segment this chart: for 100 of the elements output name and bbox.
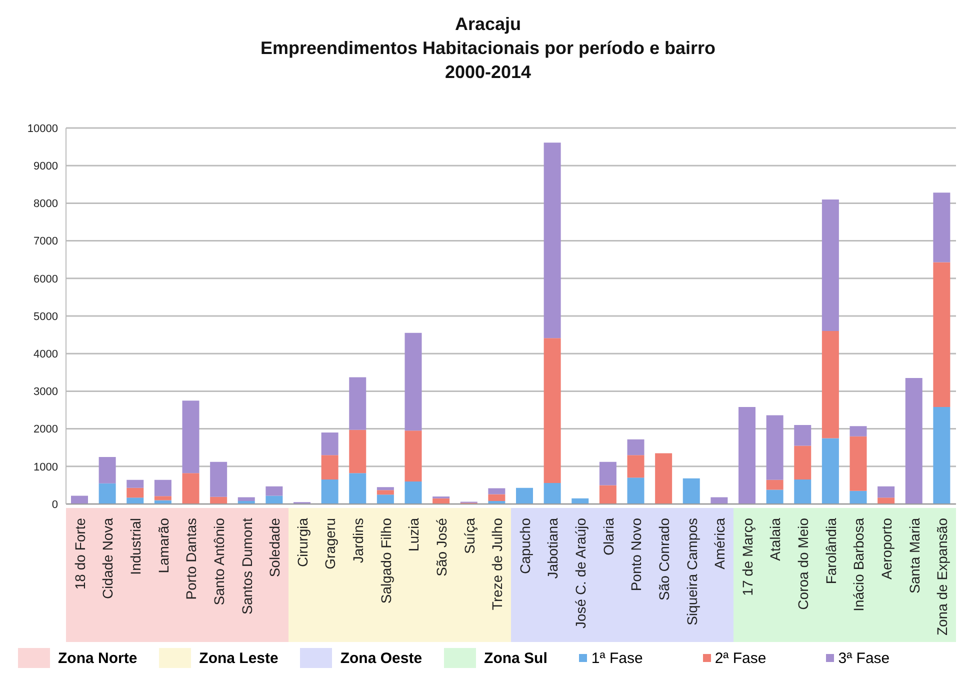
bar <box>210 462 228 497</box>
x-tick-label: Luzia <box>406 518 422 552</box>
y-tick-label: 7000 <box>34 236 58 248</box>
text: Zona Norte <box>58 650 138 666</box>
x-tick-label: Cidade Nova <box>100 518 116 599</box>
bar <box>655 453 672 504</box>
bar <box>738 406 756 504</box>
bar <box>933 406 950 504</box>
bar <box>599 462 616 486</box>
bar <box>154 480 172 496</box>
bar <box>349 430 366 474</box>
bar <box>404 332 422 431</box>
bar <box>488 488 506 494</box>
x-tick-label: Santa Maria <box>906 518 922 594</box>
x-tick-label: São José <box>433 518 450 576</box>
bar <box>404 430 422 482</box>
y-tick-label: 0 <box>52 498 58 511</box>
bar <box>794 425 812 446</box>
bar <box>210 496 228 504</box>
bar <box>905 378 922 504</box>
bar <box>376 490 394 495</box>
bar <box>627 455 644 478</box>
x-tick-label: 18 do Forte <box>72 518 88 590</box>
x-tick-label: Atalaia <box>767 518 784 561</box>
bar <box>933 262 950 407</box>
bar <box>376 487 394 490</box>
bar <box>126 498 144 504</box>
bar <box>154 496 172 500</box>
x-tick-label: Suíça <box>461 518 478 554</box>
y-tick-label: 4000 <box>34 348 58 361</box>
bar <box>238 497 255 501</box>
x-tick-label: Grageru <box>322 518 338 570</box>
x-tick-label: Coroa do Meio <box>795 518 812 610</box>
chart-title: Aracaju Empreendimentos Habitacionais por período e bairro 2000-2014 <box>259 13 717 84</box>
bar <box>488 494 506 501</box>
bar <box>376 494 394 504</box>
bar <box>794 446 812 480</box>
y-tick-label: 8000 <box>34 198 58 210</box>
bar <box>878 498 895 504</box>
bar <box>822 199 839 332</box>
x-tick-label: Soledade <box>266 518 283 578</box>
legend-label: 1ª Fase <box>591 650 643 666</box>
bar <box>182 473 200 504</box>
y-tick-label: 5000 <box>34 310 58 323</box>
bar <box>71 496 88 504</box>
legend-label: 2ª Fase <box>714 650 766 666</box>
x-tick-label: 17 de Março <box>739 518 756 596</box>
x-tick-label: Zona de Expansão <box>934 518 950 636</box>
bar <box>266 496 283 504</box>
bar <box>154 500 172 504</box>
x-tick-label: São Conrado <box>656 518 672 601</box>
bar <box>822 438 839 504</box>
bar <box>404 481 422 504</box>
bar <box>599 485 616 504</box>
legend-label: 3ª Fase <box>838 650 890 666</box>
x-tick-label: Siqueira Campos <box>684 518 700 626</box>
bar <box>98 483 116 504</box>
x-tick-label: Jabotiana <box>544 518 561 579</box>
x-tick-label: Olaria <box>600 518 616 556</box>
x-tick-label: Cirurgia <box>294 518 310 568</box>
bar <box>98 457 116 484</box>
bar <box>544 142 561 338</box>
x-tick-label: Treze de Julho <box>489 518 506 610</box>
x-tick-label: América <box>712 518 728 570</box>
bar <box>544 338 561 483</box>
x-tick-label: Salgado Filho <box>378 518 394 604</box>
x-tick-label: Santo Antônio <box>210 518 227 606</box>
x-tick-label: Jardins <box>350 518 366 564</box>
text: Zona Oeste <box>340 650 422 666</box>
bar <box>321 480 338 504</box>
x-tick-label: Santos Dumont <box>238 518 255 614</box>
bar <box>266 486 283 496</box>
y-tick-label: 2000 <box>34 424 58 436</box>
bar <box>766 480 784 490</box>
x-tick-label: Farolândia <box>822 518 839 584</box>
bar <box>933 192 950 262</box>
text: Zona Sul <box>484 650 548 666</box>
y-tick-label: 10000 <box>27 122 58 135</box>
bar <box>850 426 867 436</box>
x-tick-label: Capucho <box>516 518 533 574</box>
y-tick-label: 3000 <box>34 386 58 398</box>
bar <box>794 480 812 504</box>
y-tick-label: 9000 <box>34 160 58 173</box>
bar <box>516 488 533 504</box>
x-tick-label: Aeroporto <box>878 518 894 580</box>
y-tick-label: 1000 <box>34 461 58 474</box>
bar <box>349 377 366 430</box>
text: Zona Leste <box>199 650 278 666</box>
bar <box>682 478 700 504</box>
y-tick-label: 6000 <box>34 273 58 286</box>
bar <box>126 480 144 488</box>
x-tick-label: Porto Dantas <box>183 518 200 600</box>
bar <box>850 490 867 504</box>
bar <box>766 415 784 480</box>
bar <box>126 488 144 498</box>
bar <box>822 331 839 438</box>
bar <box>766 490 784 504</box>
bar <box>182 400 200 474</box>
x-tick-label: Industrial <box>128 518 144 575</box>
x-tick-label: Lamarão <box>155 518 172 574</box>
